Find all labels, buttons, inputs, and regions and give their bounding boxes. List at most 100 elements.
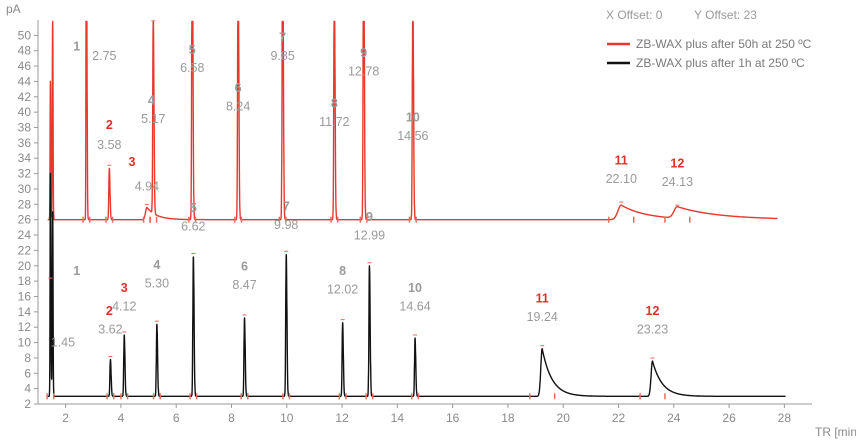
peak-number-label: 8 [339, 264, 346, 278]
y-tick-label: 42 [18, 90, 32, 104]
peak-number-label: 4 [153, 258, 160, 272]
y-tick-label: 32 [18, 167, 32, 181]
x-tick-label: 10 [280, 411, 294, 425]
peak-retention-label: 2.75 [92, 49, 116, 63]
peak-number-label: 6 [235, 81, 242, 95]
legend-label-50h: ZB-WAX plus after 50h at 250 ºC [636, 37, 812, 51]
y-tick-label: 50 [18, 28, 32, 42]
peak-number-label: 12 [646, 304, 660, 318]
x-tick-label: 26 [722, 411, 736, 425]
peak-number-label: 7 [279, 31, 286, 45]
peak-number-label: 10 [408, 281, 422, 295]
peak-retention-label: 12.78 [348, 64, 379, 78]
y-tick-label: 34 [18, 151, 32, 165]
axes-layer [37, 20, 812, 405]
peak-number-label: 5 [189, 43, 196, 57]
peak-retention-label: 6.62 [181, 219, 205, 233]
peak-retention-label: 19.24 [527, 310, 558, 324]
peak-number-label: 2 [106, 118, 113, 132]
peak-retention-label: 5.30 [145, 276, 169, 290]
peak-retention-label: 3.62 [98, 322, 122, 336]
y-tick-label: 24 [18, 228, 32, 242]
peak-retention-label: 9.98 [274, 218, 298, 232]
peak-number-label: 1 [73, 264, 80, 278]
y-tick-label: 46 [18, 59, 32, 73]
traces-layer [47, 20, 787, 397]
x-tick-label: 12 [335, 411, 349, 425]
legend: ZB-WAX plus after 50h at 250 ºC ZB-WAX p… [607, 37, 812, 70]
y-tick-label: 30 [18, 182, 32, 196]
peak-number-label: 8 [331, 97, 338, 111]
x-tick-label: 18 [501, 411, 515, 425]
peak-retention-label: 8.47 [232, 278, 256, 292]
y-tick-label: 38 [18, 121, 32, 135]
peak-retention-label: 12.02 [327, 282, 358, 296]
peak-retention-label: 14.56 [397, 129, 428, 143]
peak-retention-label: 9.85 [270, 49, 294, 63]
x-tick-label: 28 [778, 411, 792, 425]
y-tick-label: 2 [24, 397, 31, 411]
y-tick-label: 12 [18, 320, 32, 334]
peak-number-label: 3 [121, 281, 128, 295]
y-tick-label: 48 [18, 44, 32, 58]
x-tick-label: 2 [62, 411, 69, 425]
y-tick-label: 40 [18, 105, 32, 119]
peak-number-label: 2 [106, 304, 113, 318]
x-tick-label: 22 [612, 411, 626, 425]
y-tick-label: 44 [18, 74, 32, 88]
peak-retention-label: 5.17 [141, 112, 165, 126]
y-tick-label: 22 [18, 243, 32, 257]
trace-after-50h [47, 20, 778, 221]
peak-retention-label: 3.58 [97, 138, 121, 152]
ticks-layer: 2468101214161820222426283032343638404244… [18, 28, 792, 425]
y-tick-label: 20 [18, 259, 32, 273]
x-tick-label: 24 [667, 411, 681, 425]
peak-retention-label: 24.13 [662, 175, 693, 189]
x-tick-label: 6 [173, 411, 180, 425]
y-tick-label: 10 [18, 336, 32, 350]
peak-number-label: 1 [73, 40, 80, 54]
peak-retention-label: 11.72 [319, 115, 349, 129]
peak-retention-label: 6.58 [180, 61, 204, 75]
peak-retention-label: 14.64 [399, 299, 430, 313]
markers-layer [46, 20, 691, 400]
peak-retention-label: 12.99 [354, 229, 385, 243]
peak-number-label: 5 [190, 201, 197, 215]
peak-number-label: 10 [406, 110, 420, 124]
peak-retention-label: 1.45 [51, 335, 75, 349]
y-tick-label: 28 [18, 197, 32, 211]
peak-retention-label: 8.24 [226, 100, 250, 114]
x-tick-label: 4 [118, 411, 125, 425]
x-offset-readout: X Offset: 0 [606, 8, 663, 22]
y-tick-label: 36 [18, 136, 32, 150]
y-tick-label: 4 [24, 382, 31, 396]
x-tick-label: 8 [228, 411, 235, 425]
peak-retention-label: 22.10 [606, 172, 637, 186]
peak-number-label: 3 [129, 155, 136, 169]
x-tick-label: 20 [557, 411, 571, 425]
peak-number-label: 9 [366, 210, 373, 224]
peak-number-label: 7 [283, 199, 290, 213]
peak-retention-label: 4.94 [135, 179, 159, 193]
peak-number-label: 11 [536, 292, 549, 306]
y-tick-label: 26 [18, 213, 32, 227]
y-tick-label: 6 [24, 366, 31, 380]
peak-number-label: 9 [360, 46, 367, 60]
trace-after-1h [47, 172, 787, 397]
peak-number-label: 6 [241, 259, 248, 273]
peak-retention-label: 4.12 [112, 299, 136, 313]
y-tick-label: 16 [18, 289, 32, 303]
peak-number-label: 11 [615, 153, 628, 167]
legend-label-1h: ZB-WAX plus after 1h at 250 ºC [636, 56, 805, 70]
x-tick-label: 16 [446, 411, 460, 425]
y-offset-readout: Y Offset: 23 [694, 8, 757, 22]
y-tick-label: 14 [18, 305, 32, 319]
peak-number-label: 4 [148, 93, 155, 107]
labels-layer: 1 2.75 2 3.58 3 4.94 4 5.17 5 6.58 6 8.24 7 9.85 8 11.7… [51, 31, 693, 350]
y-tick-label: 8 [24, 351, 31, 365]
peak-retention-label: 23.23 [637, 322, 668, 336]
peak-number-label: 12 [670, 156, 684, 170]
y-tick-label: 18 [18, 274, 32, 288]
y-axis-title: pA [6, 2, 21, 16]
